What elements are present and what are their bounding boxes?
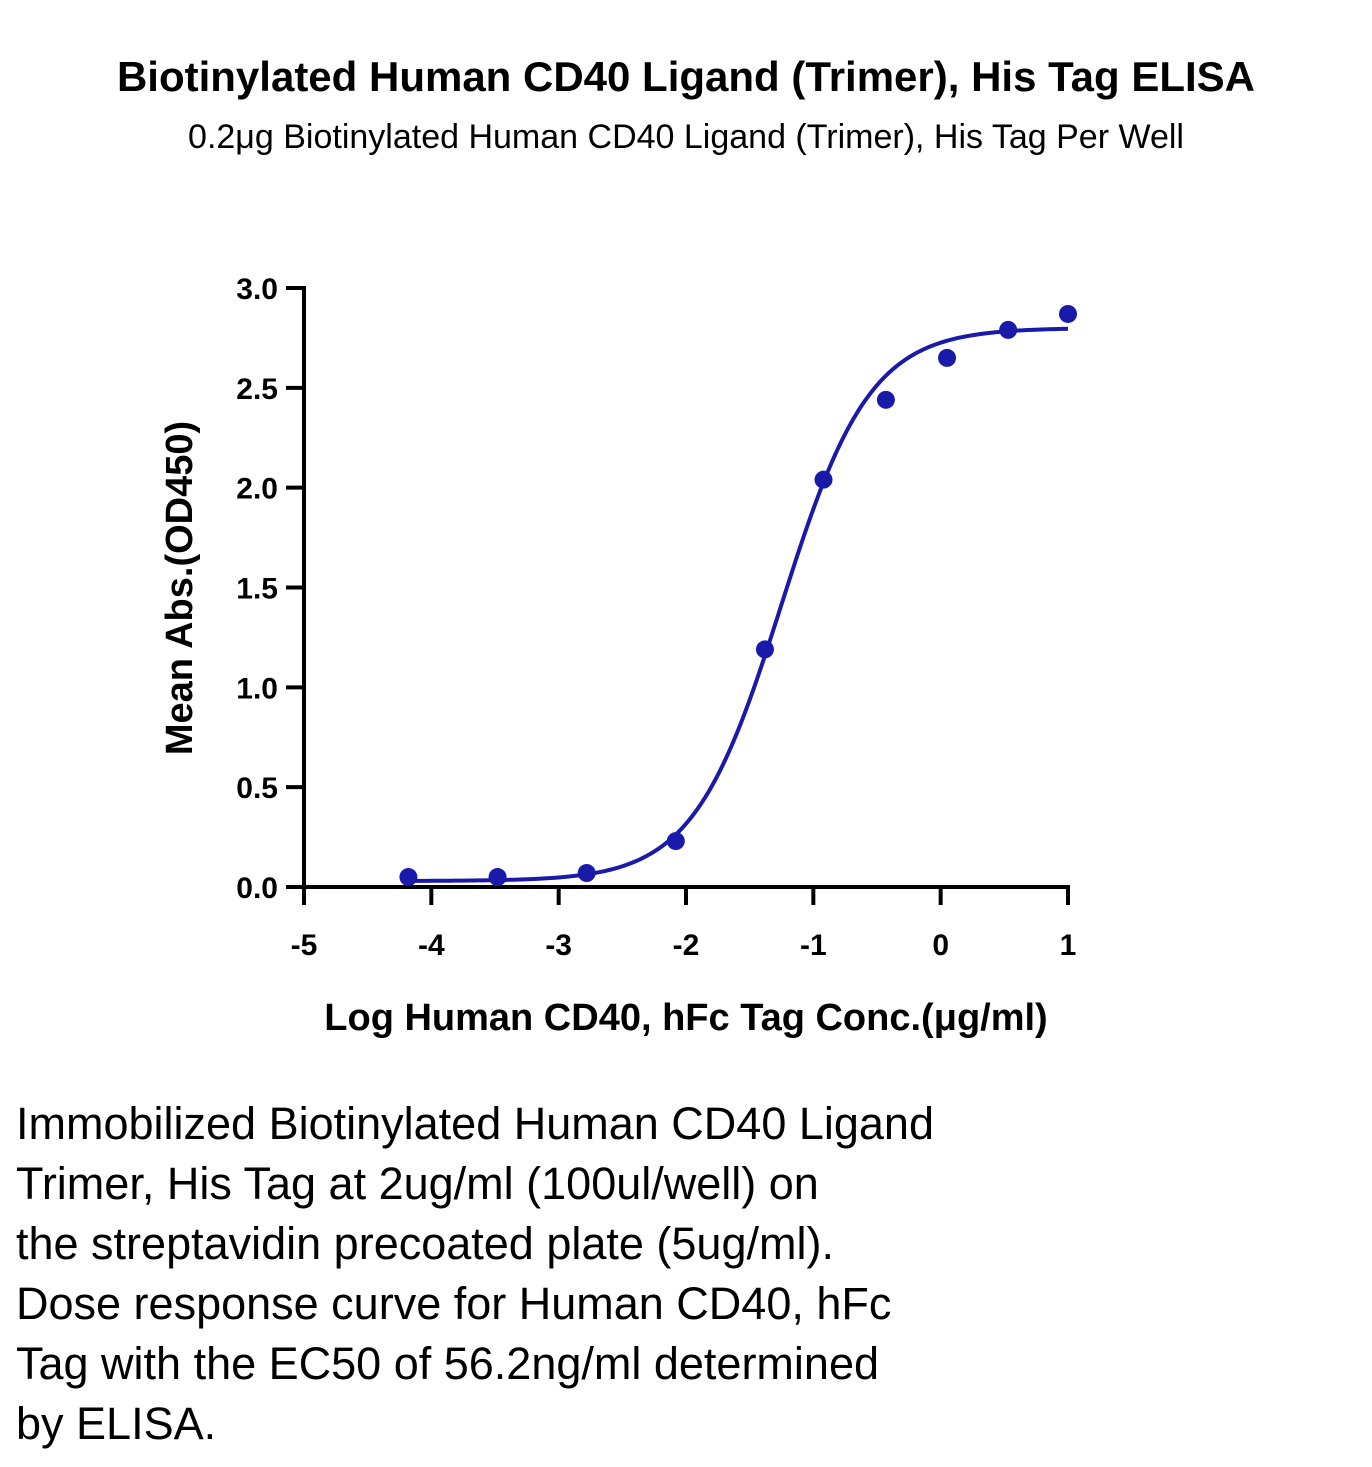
y-axis-title: Mean Abs.(OD450) <box>159 421 201 755</box>
caption-line: Immobilized Biotinylated Human CD40 Liga… <box>16 1098 934 1149</box>
data-point <box>814 470 833 489</box>
data-point <box>577 864 596 883</box>
y-tick-label: 0.5 <box>236 772 278 805</box>
caption-line: Trimer, His Tag at 2ug/ml (100ul/well) o… <box>16 1158 819 1209</box>
x-tick-label: -1 <box>800 929 827 962</box>
data-point <box>755 640 774 659</box>
y-tick-label: 0.0 <box>236 872 278 905</box>
x-tick-label: -2 <box>673 929 700 962</box>
data-point <box>938 348 957 367</box>
caption-line: the streptavidin precoated plate (5ug/ml… <box>16 1218 834 1269</box>
y-tick-label: 2.5 <box>236 373 278 406</box>
chart-subtitle: 0.2μg Biotinylated Human CD40 Ligand (Tr… <box>188 118 1184 156</box>
x-tick-label: 0 <box>932 929 949 962</box>
elisa-chart: 0.0 0.5 1.0 1.5 2.0 2.5 3.0 -5 -4 -3 -2 -1 0 1 Log Hu… <box>159 273 1077 1039</box>
data-point <box>488 868 507 887</box>
y-tick-label: 1.5 <box>236 573 278 606</box>
fit-curve-layer <box>408 326 1069 883</box>
caption-line: Dose response curve for Human CD40, hFc <box>16 1278 892 1329</box>
data-point <box>1059 304 1077 323</box>
figure-caption: Immobilized Biotinylated Human CD40 Liga… <box>16 1094 1196 1454</box>
caption-line: by ELISA. <box>16 1398 217 1449</box>
caption-line: Tag with the EC50 of 56.2ng/ml determine… <box>16 1338 879 1389</box>
y-tick-label: 3.0 <box>236 273 278 306</box>
data-point <box>666 832 685 851</box>
data-point <box>999 320 1018 339</box>
x-tick-label: -5 <box>291 929 318 962</box>
x-tick-label: -4 <box>418 929 445 962</box>
chart-axes: 0.0 0.5 1.0 1.5 2.0 2.5 3.0 -5 -4 -3 -2 -1 0 1 <box>236 273 1076 962</box>
y-tick-label: 2.0 <box>236 473 278 506</box>
data-points-layer <box>399 304 1077 887</box>
y-tick-label: 1.0 <box>236 672 278 705</box>
data-point <box>876 390 895 409</box>
x-tick-label: -3 <box>545 929 572 962</box>
x-tick-label: 1 <box>1060 929 1077 962</box>
fit-curve <box>408 326 1069 883</box>
data-point <box>399 868 418 887</box>
chart-title: Biotinylated Human CD40 Ligand (Trimer),… <box>116 53 1256 100</box>
x-axis-title: Log Human CD40, hFc Tag Conc.(μg/ml) <box>324 997 1047 1039</box>
